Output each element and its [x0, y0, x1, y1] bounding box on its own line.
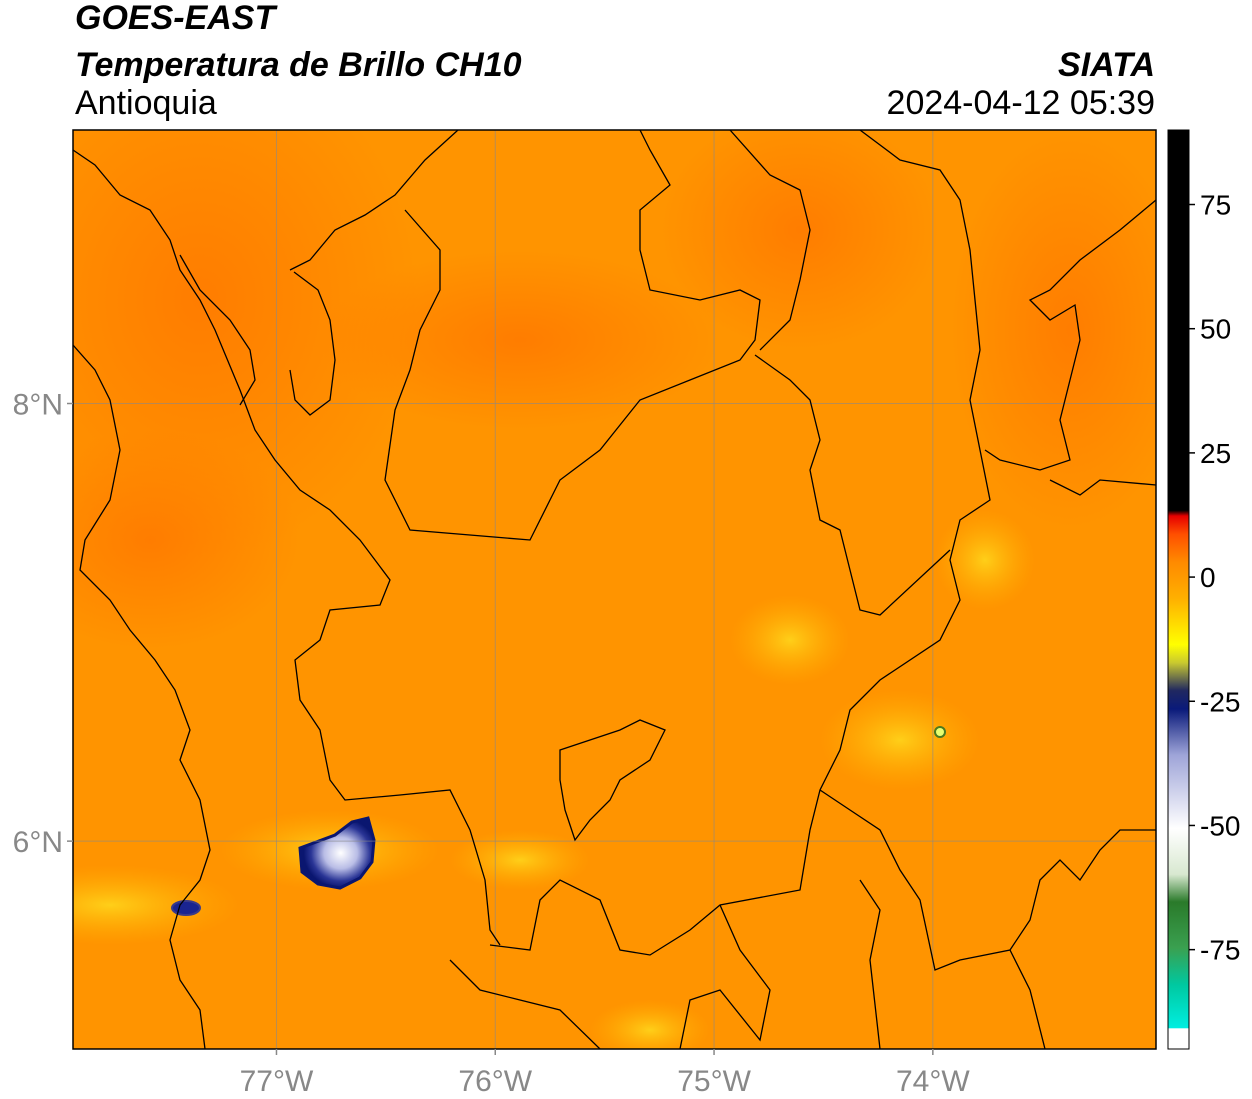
lon-tick-label: 76°W	[458, 1065, 532, 1098]
lon-tick-label: 77°W	[240, 1065, 314, 1098]
longitude-ticks: 77°W 76°W 75°W 74°W	[240, 1049, 970, 1098]
colorbar-tick-label: 50	[1200, 314, 1231, 345]
colorbar-tick-label: -25	[1200, 686, 1240, 717]
colorbar-tick-label: -75	[1200, 935, 1240, 966]
map-frame	[72, 129, 1157, 1050]
colorbar-tick-label: -50	[1200, 810, 1240, 841]
colorbar-ticks: 75 50 25 0 -25 -50 -75	[1189, 190, 1240, 966]
boundaries	[73, 130, 1156, 1049]
temperature-field	[73, 130, 1156, 1049]
map-gridlines	[73, 130, 1156, 1049]
latitude-ticks: 8°N 6°N	[13, 389, 73, 859]
region-label: Antioquia	[75, 84, 217, 122]
colorbar	[1167, 129, 1190, 1050]
agency-label: SIATA	[1058, 46, 1155, 84]
lon-tick-label: 74°W	[896, 1065, 970, 1098]
lon-tick-label: 75°W	[677, 1065, 751, 1098]
lat-tick-label: 8°N	[13, 389, 63, 422]
colorbar-tick-label: 75	[1200, 190, 1231, 221]
colorbar-tick-label: 25	[1200, 438, 1231, 469]
datetime-label: 2024-04-12 05:39	[886, 84, 1155, 122]
product-title: Temperatura de Brillo CH10	[75, 46, 522, 84]
satellite-title: GOES-EAST	[75, 0, 276, 37]
lat-tick-label: 6°N	[13, 826, 63, 859]
colorbar-tick-label: 0	[1200, 562, 1216, 593]
